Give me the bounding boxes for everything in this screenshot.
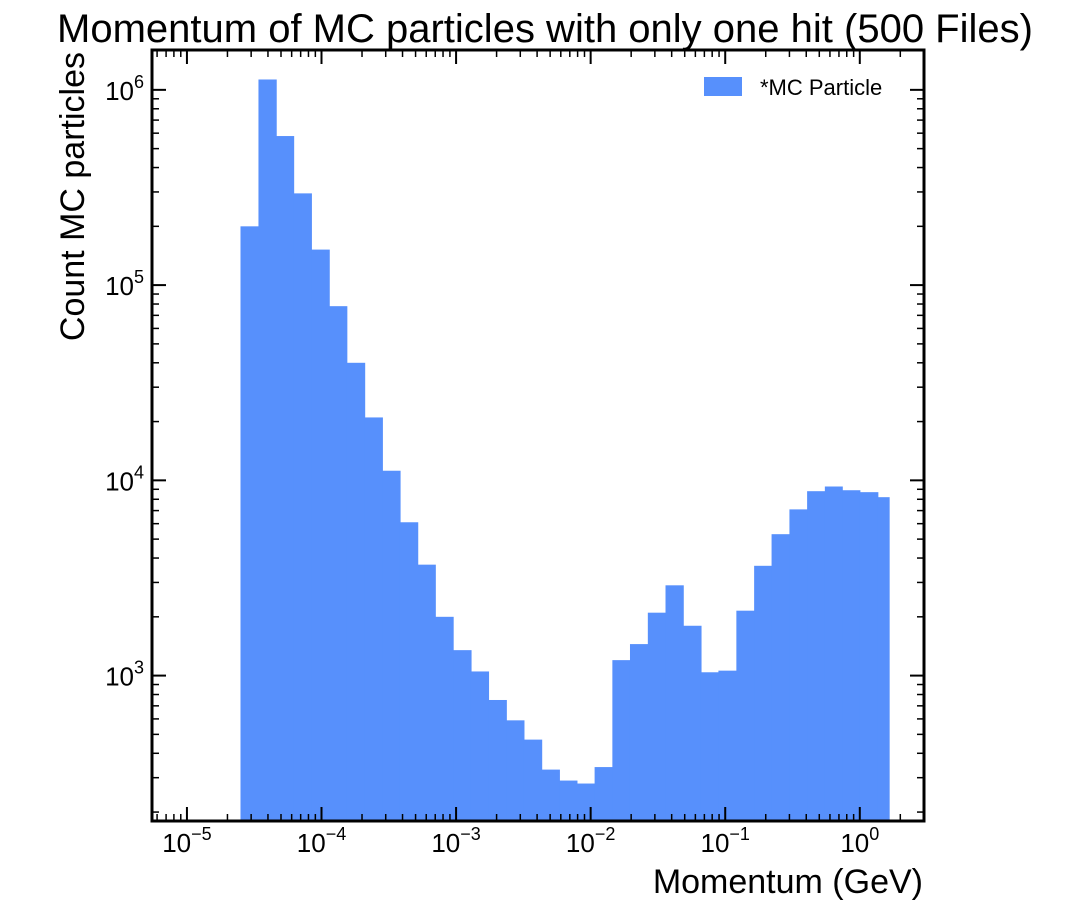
histogram-bar bbox=[665, 585, 684, 821]
histogram-bar bbox=[594, 767, 613, 821]
histogram-bar bbox=[346, 362, 366, 821]
y-axis-label: Count MC particles bbox=[54, 52, 92, 341]
histogram-bar bbox=[718, 670, 737, 821]
y-tick-label: 105 bbox=[105, 267, 144, 301]
histogram-bars bbox=[240, 79, 890, 822]
x-tick-label: 10−3 bbox=[431, 824, 480, 858]
histogram-bar bbox=[842, 490, 861, 821]
histogram-bar bbox=[807, 491, 826, 821]
histogram-bar bbox=[629, 644, 649, 821]
histogram-bar bbox=[240, 226, 260, 822]
histogram-bar bbox=[258, 79, 277, 822]
histogram-bar bbox=[877, 497, 890, 821]
x-tick-label: 100 bbox=[840, 824, 879, 858]
x-tick-label: 10−2 bbox=[566, 824, 615, 858]
histogram-bar bbox=[399, 522, 419, 821]
x-axis-label: Momentum (GeV) bbox=[653, 863, 923, 901]
histogram-bar bbox=[754, 565, 773, 821]
histogram-bar bbox=[576, 783, 596, 821]
histogram-bar bbox=[612, 660, 631, 821]
histogram-bar bbox=[700, 672, 720, 821]
histogram-bar bbox=[506, 720, 525, 821]
major-ticks bbox=[152, 50, 924, 821]
histogram-bar bbox=[789, 509, 808, 821]
histogram-bar bbox=[293, 193, 312, 821]
histogram-bar bbox=[771, 534, 791, 821]
x-tick-label: 10−1 bbox=[700, 824, 749, 858]
x-tick-label: 10−4 bbox=[297, 824, 346, 858]
legend-label: *MC Particle bbox=[760, 75, 882, 100]
histogram-bar bbox=[311, 249, 330, 821]
histogram-bar bbox=[488, 699, 507, 821]
histogram-bar bbox=[417, 564, 436, 821]
histogram-bar bbox=[329, 306, 348, 821]
legend-swatch bbox=[704, 77, 742, 96]
histogram-bar bbox=[364, 417, 383, 821]
histogram-bar bbox=[647, 612, 667, 821]
histogram-bar bbox=[683, 625, 702, 821]
tick-labels: 10−5 10−4 10−3 10−2 10−1 100 103 104 105 106 bbox=[105, 72, 879, 858]
x-tick-label: 10−5 bbox=[162, 824, 211, 858]
plot-frame bbox=[150, 48, 926, 823]
histogram-bar bbox=[736, 610, 755, 821]
y-tick-label: 103 bbox=[105, 658, 144, 692]
histogram-bar bbox=[559, 780, 578, 821]
histogram-bar bbox=[435, 616, 454, 821]
histogram-bar bbox=[382, 470, 401, 821]
histogram-bar bbox=[541, 769, 560, 821]
y-tick-label: 104 bbox=[105, 462, 144, 496]
histogram-bar bbox=[453, 650, 472, 821]
histogram-bar bbox=[859, 492, 879, 821]
histogram-bar bbox=[824, 486, 843, 821]
histogram-bar bbox=[276, 136, 295, 822]
legend: *MC Particle bbox=[704, 75, 882, 100]
histogram-bar bbox=[523, 739, 543, 821]
chart-title: Momentum of MC particles with only one h… bbox=[57, 7, 1033, 51]
histogram-bar bbox=[470, 671, 490, 821]
y-tick-label: 106 bbox=[105, 72, 144, 106]
